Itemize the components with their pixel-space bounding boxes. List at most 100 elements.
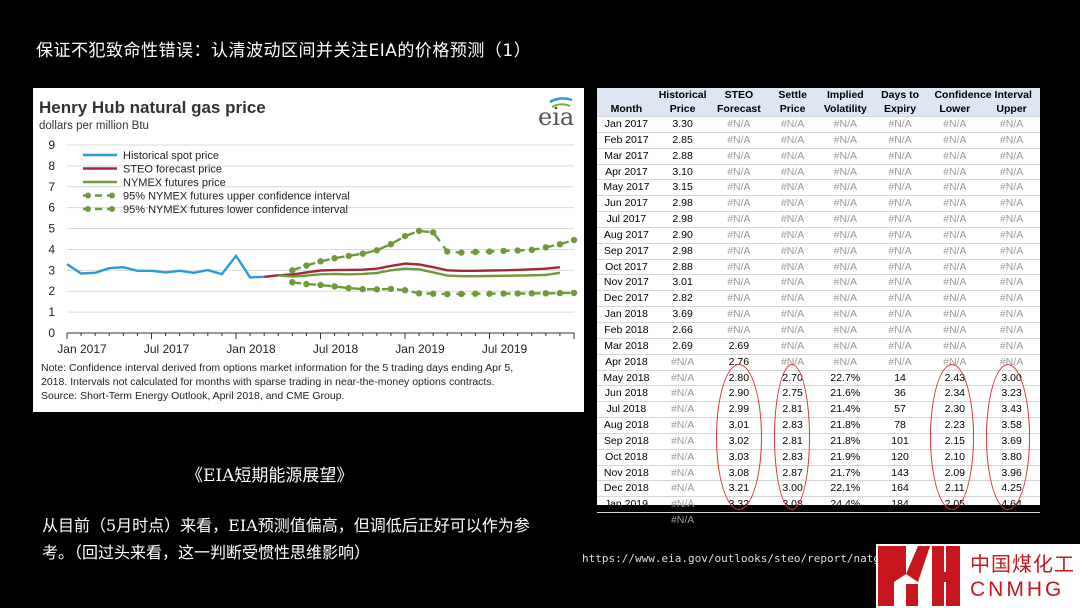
series-point	[401, 286, 409, 294]
table-cell: 21.6%	[816, 385, 874, 402]
table-header-cell: Volatility	[816, 102, 874, 117]
table-cell: #N/A	[873, 179, 927, 196]
table-cell: #N/A	[983, 353, 1040, 370]
table-cell: #N/A	[873, 163, 927, 180]
table-cell: #N/A	[983, 242, 1040, 260]
series-point	[401, 232, 409, 240]
table-cell: #N/A	[983, 131, 1040, 149]
table-row-month: Jul 2018	[597, 401, 656, 418]
table-header-cell: Implied	[816, 88, 874, 102]
table-cell: #N/A	[816, 131, 874, 149]
table-cell: #N/A	[709, 306, 769, 323]
table-row: Jul 2018 #N/A 2.99 2.81 21.4% 57 2.30 3.43	[597, 401, 1040, 418]
table-cell: #N/A	[816, 321, 874, 339]
table-row: Sep 2017 2.98 #N/A #N/A #N/A #N/A #N/A #N/A	[597, 242, 1040, 260]
table-cell: #N/A	[655, 480, 710, 497]
logo-mark-icon	[878, 546, 960, 606]
table-row-month: Aug 2017	[597, 226, 656, 244]
table-cell: #N/A	[816, 211, 874, 228]
table-cell: #N/A	[655, 417, 710, 434]
series-point	[317, 258, 324, 265]
table-cell: #N/A	[873, 131, 927, 149]
table-row: Jan 2017 3.30 #N/A #N/A #N/A #N/A #N/A #N/A	[597, 116, 1040, 133]
table-cell: #N/A	[655, 385, 710, 402]
table-cell: #N/A	[983, 337, 1040, 355]
x-tick-label: Jan 2018	[226, 342, 276, 356]
table-cell: #N/A	[655, 512, 710, 528]
table-body: Jan 2017 3.30 #N/A #N/A #N/A #N/A #N/A #N/A Feb …	[597, 116, 1040, 528]
table-header-cell	[597, 88, 656, 102]
eia-logo-swoosh	[549, 97, 573, 108]
table-row: May 2017 3.15 #N/A #N/A #N/A #N/A #N/A #N/A	[597, 179, 1040, 196]
series-point	[570, 289, 578, 297]
table-cell: 2.88	[655, 147, 710, 165]
table-cell: 2.88	[655, 258, 710, 275]
table-header-cell: Forecast	[709, 102, 769, 117]
y-tick-label: 0	[48, 326, 55, 340]
table-row-month: May 2017	[597, 179, 656, 196]
table-row-month: Dec 2017	[597, 290, 656, 307]
y-tick-label: 3	[48, 263, 55, 277]
table-row-month: Dec 2018	[597, 480, 656, 497]
footnote-line: Source: Short-Term Energy Outlook, April…	[41, 390, 344, 402]
series-point	[289, 279, 296, 286]
table-row: Oct 2017 2.88 #N/A #N/A #N/A #N/A #N/A #N/A	[597, 258, 1040, 275]
highlight-ellipse	[716, 364, 762, 511]
table-cell: 101	[873, 432, 927, 450]
legend-label: 95% NYMEX futures upper confidence inter…	[123, 191, 350, 203]
table-cell: 184	[873, 496, 927, 513]
table-cell: 21.4%	[816, 401, 874, 418]
table-cell: #N/A	[873, 337, 927, 355]
table-cell: #N/A	[655, 464, 710, 481]
table-cell: 3.05	[768, 512, 817, 528]
table-cell: #N/A	[709, 290, 769, 307]
table-cell: #N/A	[816, 274, 874, 291]
table-row-month: Oct 2018	[597, 448, 656, 466]
series-point	[472, 248, 479, 256]
table-cell: #N/A	[926, 242, 984, 260]
table-cell: 4.89	[983, 512, 1040, 528]
table-cell: #N/A	[816, 258, 874, 275]
table-cell: #N/A	[768, 321, 817, 339]
series-point	[444, 290, 451, 298]
table-cell: #N/A	[926, 290, 984, 307]
series-point	[373, 247, 381, 254]
series-line	[264, 262, 561, 278]
table-cell: #N/A	[926, 274, 984, 291]
y-tick-label: 1	[48, 305, 55, 319]
table-cell: #N/A	[816, 290, 874, 307]
table-row: Feb 2017 2.85 #N/A #N/A #N/A #N/A #N/A #N/A	[597, 131, 1040, 149]
series-point	[359, 285, 366, 293]
cnmhg-logo: 中国煤化工 CNMHG	[876, 544, 1080, 608]
table-cell: 3.01	[655, 274, 710, 291]
table-cell: #N/A	[983, 258, 1040, 275]
table-row: Dec 2018 #N/A 3.21 3.00 22.1% 164 2.11 4.25	[597, 480, 1040, 497]
table-cell: #N/A	[983, 195, 1040, 212]
table-cell: #N/A	[709, 163, 769, 180]
table-row: Mar 2018 2.69 2.69 #N/A #N/A #N/A #N/A #N/A	[597, 337, 1040, 355]
table-cell: #N/A	[983, 211, 1040, 228]
table-cell: #N/A	[983, 116, 1040, 133]
table-cell: 2.98	[655, 211, 710, 228]
table-cell: #N/A	[709, 211, 769, 228]
table-cell: #N/A	[768, 195, 817, 212]
table-cell: #N/A	[873, 211, 927, 228]
table-row: Aug 2017 2.90 #N/A #N/A #N/A #N/A #N/A #N/A	[597, 226, 1040, 244]
table-cell: 21.7%	[816, 464, 874, 481]
table-row: Nov 2018 #N/A 3.08 2.87 21.7% 143 2.09 3.96	[597, 464, 1040, 481]
table-row-month: Jan 2018	[597, 306, 656, 323]
series-point	[486, 290, 493, 297]
line-chart-svg: Henry Hub natural gas price dollars per …	[39, 97, 578, 402]
series-point	[345, 284, 352, 292]
table-cell: #N/A	[768, 179, 817, 196]
table-cell: 2.85	[655, 131, 710, 149]
table-row-month: Jan 2019	[597, 496, 656, 513]
table-cell: 164	[873, 480, 927, 497]
table-cell: #N/A	[926, 306, 984, 323]
source-url[interactable]: https://www.eia.gov/outlooks/steo/report…	[582, 552, 876, 565]
table-row-month: Jul 2017	[597, 211, 656, 228]
table-header-cell: Expiry	[873, 102, 927, 117]
series-point	[528, 246, 535, 254]
table-header-cell: Upper	[983, 102, 1040, 117]
table-row: Feb 2018 2.66 #N/A #N/A #N/A #N/A #N/A #N/A	[597, 321, 1040, 339]
